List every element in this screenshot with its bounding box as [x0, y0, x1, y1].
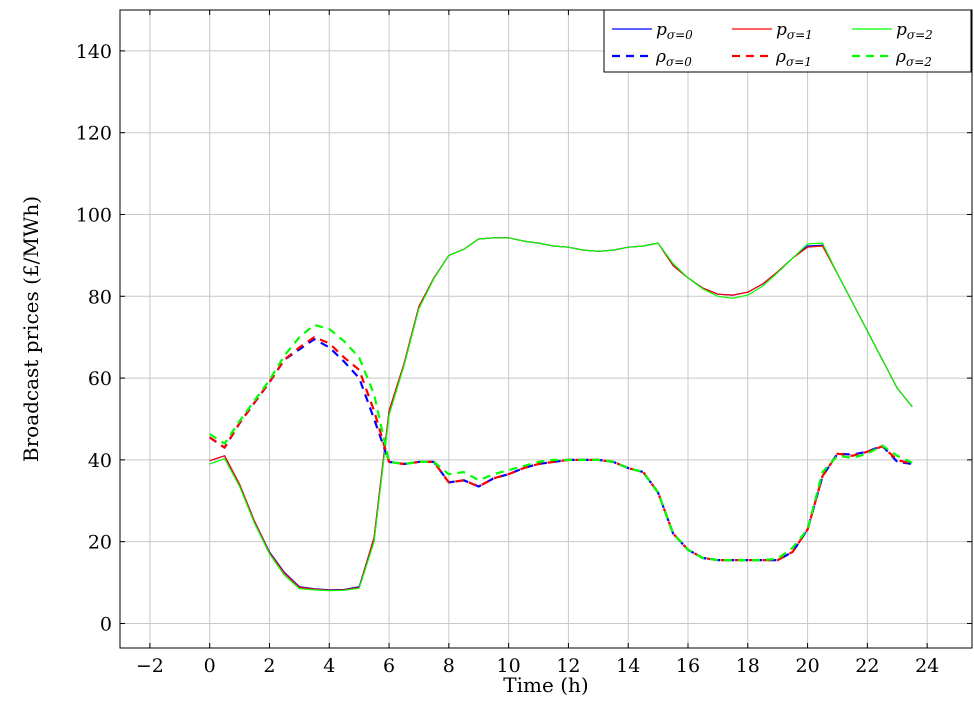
series-line-3 [209, 338, 913, 562]
legend-label-5: ρσ=2 [895, 47, 932, 69]
y-tick-label: 40 [88, 450, 112, 472]
x-axis-label: Time (h) [503, 673, 588, 697]
series-lines [209, 237, 913, 592]
x-tick-label: 6 [383, 655, 395, 677]
y-tick-label: 120 [76, 123, 112, 145]
y-tick-label: 0 [100, 613, 112, 635]
x-tick-label: 10 [497, 655, 521, 677]
x-tick-label: 4 [323, 655, 335, 677]
series-line-2 [209, 237, 913, 592]
legend-label-4: ρσ=1 [775, 47, 812, 69]
x-tick-label: 20 [795, 655, 819, 677]
series-line-4 [209, 336, 913, 562]
x-tick-label: 12 [556, 655, 580, 677]
legend-box [603, 9, 972, 73]
series-line-1 [209, 237, 913, 591]
legend: pσ=0 pσ=1 pσ=2 ρσ=0 ρσ=1 ρσ=2 [603, 9, 972, 73]
x-tick-label: 2 [263, 655, 275, 677]
y-tick-label: 100 [76, 204, 112, 226]
plot-frame [119, 9, 973, 649]
x-tick-label: 14 [616, 655, 640, 677]
x-tick-label: 16 [676, 655, 700, 677]
y-axis-label: Broadcast prices (£/MWh) [19, 196, 43, 462]
legend-label-2: pσ=2 [896, 20, 933, 42]
grid-lines [120, 10, 972, 648]
x-tick-label: 0 [204, 655, 216, 677]
x-tick-label: 18 [736, 655, 760, 677]
x-tick-label: 8 [443, 655, 455, 677]
y-tick-label: 20 [88, 532, 112, 554]
legend-label-3: ρσ=0 [655, 47, 692, 69]
y-tick-label: 140 [76, 41, 112, 63]
tick-labels: −2 0 2 4 6 8 10 12 14 16 18 20 22 2402040608010012014… [76, 41, 940, 677]
axis-ticks [120, 10, 972, 648]
series-line-5 [209, 323, 913, 562]
legend-label-1: pσ=1 [776, 20, 813, 42]
x-tick-label: 24 [915, 655, 939, 677]
series-line-0 [209, 237, 913, 591]
y-tick-label: 60 [88, 368, 112, 390]
x-tick-label: −2 [136, 655, 164, 677]
y-tick-label: 80 [88, 286, 112, 308]
x-tick-label: 22 [855, 655, 879, 677]
legend-label-0: pσ=0 [656, 20, 693, 42]
